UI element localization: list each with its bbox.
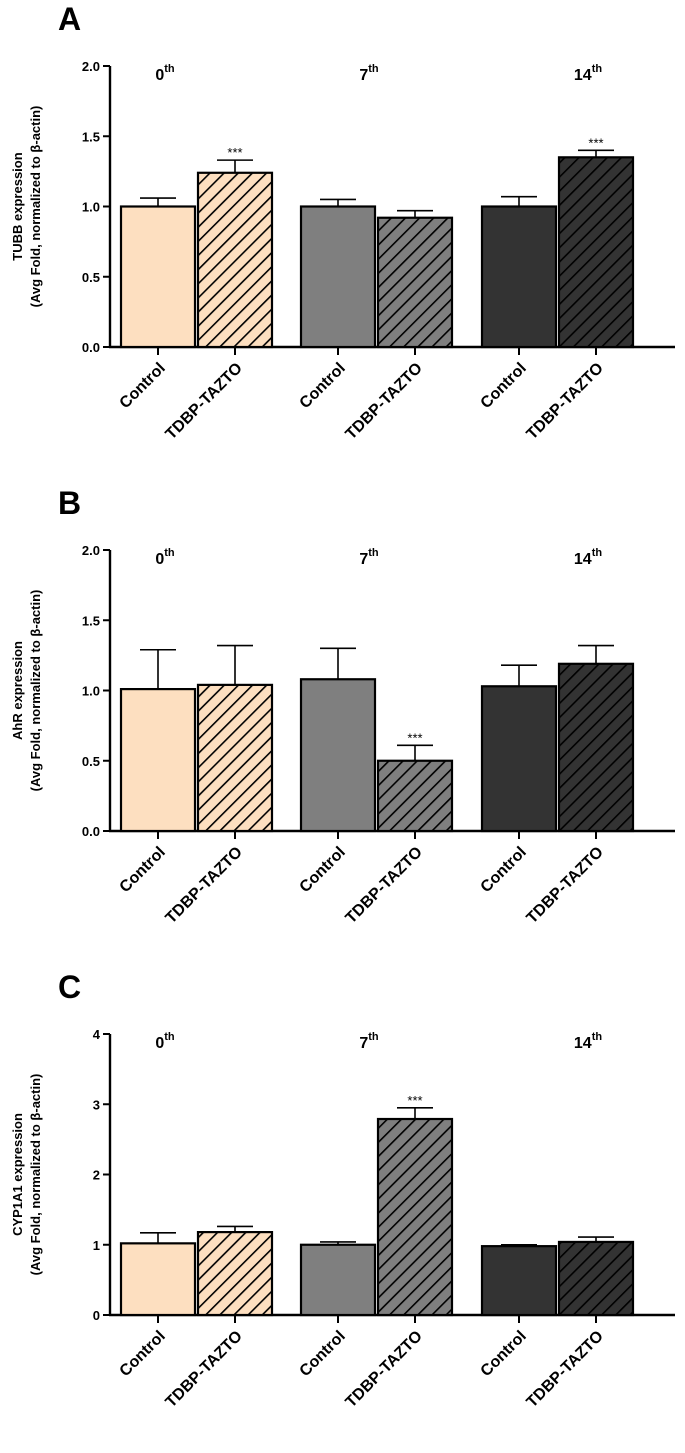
panel-c: C CYP1A1 expression (Avg Fold, normalized … xyxy=(0,968,685,1452)
category-label: TDBP-TAZTO xyxy=(343,1328,426,1411)
significance-marker: *** xyxy=(588,135,603,150)
bar-control xyxy=(299,205,377,349)
group-label-superscript: th xyxy=(164,547,175,559)
bar-treated xyxy=(376,1117,454,1317)
category-label: Control xyxy=(297,844,349,896)
bar-treated xyxy=(196,683,274,833)
bar-treated xyxy=(376,759,454,833)
category-label: Control xyxy=(478,1328,530,1380)
bar-treated xyxy=(196,1231,274,1317)
category-label: TDBP-TAZTO xyxy=(163,1328,246,1411)
panel-a: A TUBB expression (Avg Fold, normalized to… xyxy=(0,0,685,484)
category-label: Control xyxy=(117,360,169,412)
group-label: 7th xyxy=(359,63,379,84)
category-label: Control xyxy=(117,844,169,896)
significance-marker: *** xyxy=(407,1093,422,1108)
panel-letter: B xyxy=(58,485,81,521)
category-label: Control xyxy=(297,360,349,412)
y-axis-label: TUBB expression (Avg Fold, normalized to … xyxy=(10,106,43,308)
group-label: 14th xyxy=(574,1031,602,1052)
y-tick-label: 0.5 xyxy=(82,270,100,285)
bar-treated xyxy=(196,171,274,349)
category-label: TDBP-TAZTO xyxy=(163,844,246,927)
panel-letter: A xyxy=(58,1,81,37)
category-label: Control xyxy=(117,1328,169,1380)
y-axis-label-line1: TUBB expression xyxy=(10,152,25,260)
category-label: TDBP-TAZTO xyxy=(524,360,607,443)
y-tick-label: 1.0 xyxy=(82,684,100,699)
y-tick-label: 2.0 xyxy=(82,59,100,74)
category-label: Control xyxy=(478,360,530,412)
y-tick-label: 0.5 xyxy=(82,754,100,769)
group-label-superscript: th xyxy=(592,547,603,559)
category-label: TDBP-TAZTO xyxy=(163,360,246,443)
group-label-superscript: th xyxy=(164,63,175,75)
y-axis-label-line2: (Avg Fold, normalized to β-actin) xyxy=(28,106,43,308)
y-tick-label: 2 xyxy=(93,1168,100,1183)
group-label-superscript: th xyxy=(368,1031,379,1043)
chart-b: B AhR expression (Avg Fold, normalized to … xyxy=(10,485,675,927)
category-label: Control xyxy=(478,844,530,896)
y-tick-label: 2.0 xyxy=(82,543,100,558)
group-label-superscript: th xyxy=(368,63,379,75)
y-axis-label-line2: (Avg Fold, normalized to β-actin) xyxy=(28,590,43,792)
group-label-superscript: th xyxy=(592,1031,603,1043)
y-axis-label-line1: AhR expression xyxy=(10,641,25,740)
group-label: 7th xyxy=(359,547,379,568)
bar-control xyxy=(480,685,558,833)
bar-treated xyxy=(557,156,635,349)
y-tick-label: 0.0 xyxy=(82,340,100,355)
chart-c: C CYP1A1 expression (Avg Fold, normalized … xyxy=(10,969,675,1411)
group-label: 14th xyxy=(574,63,602,84)
category-label: TDBP-TAZTO xyxy=(524,844,607,927)
group-label: 14th xyxy=(574,547,602,568)
bar-control xyxy=(480,205,558,349)
group-label: 7th xyxy=(359,1031,379,1052)
group-label-superscript: th xyxy=(164,1031,175,1043)
group-label-superscript: th xyxy=(592,63,603,75)
panel-letter: C xyxy=(58,969,81,1005)
bar-treated xyxy=(557,1240,635,1317)
bar-control xyxy=(480,1245,558,1317)
y-tick-label: 1 xyxy=(93,1238,100,1253)
bar-control xyxy=(119,687,197,833)
category-label: TDBP-TAZTO xyxy=(343,360,426,443)
chart-a: A TUBB expression (Avg Fold, normalized to… xyxy=(10,1,675,443)
category-label: TDBP-TAZTO xyxy=(524,1328,607,1411)
y-tick-label: 3 xyxy=(93,1097,100,1112)
y-tick-label: 1.5 xyxy=(82,613,100,628)
bar-treated xyxy=(376,216,454,349)
y-tick-label: 4 xyxy=(93,1027,101,1042)
category-label: TDBP-TAZTO xyxy=(343,844,426,927)
significance-marker: *** xyxy=(227,145,242,160)
group-label: 0th xyxy=(155,63,175,84)
category-label: Control xyxy=(297,1328,349,1380)
bar-control xyxy=(299,1243,377,1317)
significance-marker: *** xyxy=(407,730,422,745)
y-tick-label: 1.5 xyxy=(82,129,100,144)
panel-b: B AhR expression (Avg Fold, normalized to … xyxy=(0,484,685,968)
bar-control xyxy=(119,1242,197,1317)
bar-treated xyxy=(557,662,635,833)
group-label: 0th xyxy=(155,1031,175,1052)
group-label: 0th xyxy=(155,547,175,568)
y-axis-label: AhR expression (Avg Fold, normalized to β… xyxy=(10,590,43,792)
y-axis-label: CYP1A1 expression (Avg Fold, normalized t… xyxy=(10,1074,43,1276)
group-label-superscript: th xyxy=(368,547,379,559)
bar-control xyxy=(119,205,197,349)
y-axis-label-line2: (Avg Fold, normalized to β-actin) xyxy=(28,1074,43,1276)
y-axis-label-line1: CYP1A1 expression xyxy=(10,1113,25,1236)
y-tick-label: 0.0 xyxy=(82,824,100,839)
y-tick-label: 0 xyxy=(93,1308,100,1323)
y-tick-label: 1.0 xyxy=(82,200,100,215)
bar-control xyxy=(299,678,377,833)
